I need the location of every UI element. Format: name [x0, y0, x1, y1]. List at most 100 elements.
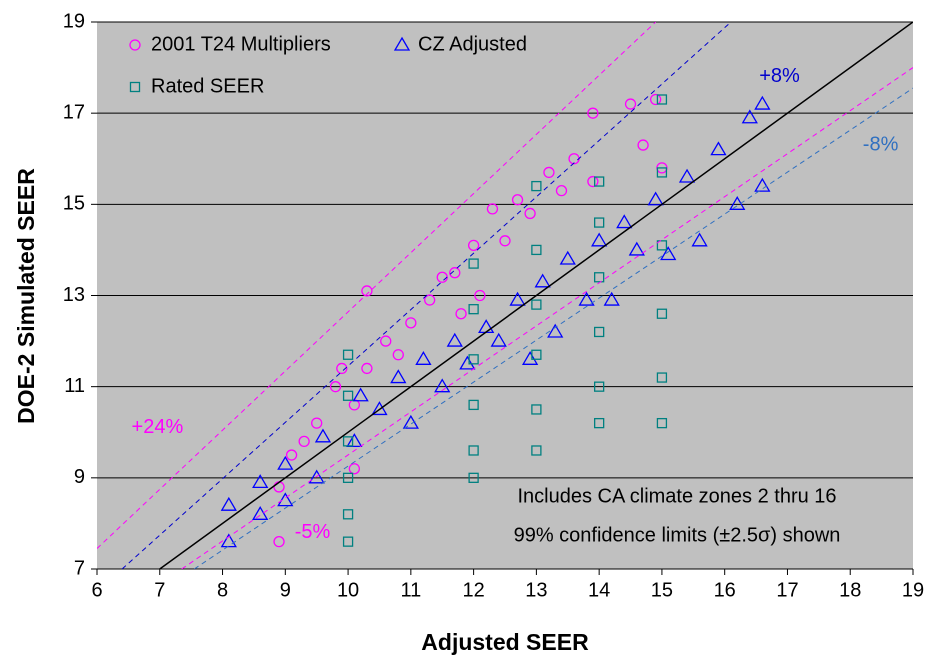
point [603, 291, 620, 306]
point [628, 241, 645, 256]
point [342, 472, 354, 483]
point [380, 335, 392, 347]
point [361, 362, 373, 375]
legend-marker [129, 81, 141, 93]
legend-marker [129, 39, 141, 51]
reference-line [181, 67, 913, 569]
point [467, 239, 480, 252]
y-axis-title: DOE-2 Simulated SEER [13, 168, 39, 424]
point [509, 291, 526, 306]
point [446, 332, 463, 347]
point [336, 362, 348, 375]
point [361, 285, 373, 297]
annotation: Includes CA climate zones 2 thru 16 [517, 485, 836, 507]
point [754, 177, 771, 192]
point [656, 308, 668, 319]
point [587, 175, 599, 188]
y-tick-label: 7 [74, 557, 85, 579]
point [656, 94, 668, 105]
point [252, 474, 269, 489]
line-label: -8% [863, 133, 899, 155]
x-tick-label: 17 [776, 579, 798, 601]
point [468, 399, 479, 411]
point [468, 304, 479, 315]
x-tick-label: 15 [651, 579, 673, 601]
point [578, 291, 595, 306]
x-axis-title: Adjusted SEER [421, 629, 589, 655]
x-tick-label: 16 [714, 579, 736, 601]
point [656, 240, 668, 251]
point [754, 95, 771, 110]
point [594, 217, 605, 228]
x-tick-label: 8 [217, 579, 228, 601]
point [392, 349, 404, 361]
point [531, 299, 542, 310]
reference-line [121, 22, 732, 569]
point [678, 168, 696, 183]
point [486, 203, 499, 215]
x-tick-label: 12 [462, 579, 484, 601]
point [329, 381, 342, 393]
point [314, 428, 332, 443]
y-tick-label: 13 [63, 284, 85, 306]
point [342, 349, 354, 360]
point [594, 326, 605, 338]
point [415, 351, 432, 365]
legend-marker [393, 36, 411, 51]
point [616, 214, 633, 229]
point [449, 267, 461, 279]
point [342, 509, 354, 520]
point [499, 235, 511, 247]
point [543, 166, 555, 179]
point [649, 93, 662, 106]
point [346, 433, 363, 448]
x-tick-label: 11 [400, 579, 421, 601]
reference-line [97, 22, 656, 549]
point [594, 176, 605, 187]
x-tick-label: 10 [337, 579, 359, 601]
point [710, 141, 727, 156]
legend-label: 2001 T24 Multipliers [151, 33, 331, 55]
line-label: +24% [132, 416, 184, 438]
annotation: 99% confidence limits (±2.5σ) shown [514, 524, 841, 546]
x-tick-label: 7 [154, 579, 165, 601]
point [311, 417, 323, 429]
point [434, 378, 451, 393]
point [656, 417, 668, 429]
x-tick-label: 19 [902, 579, 924, 601]
point [531, 404, 542, 415]
point [594, 272, 605, 283]
point [348, 463, 361, 475]
legend-label: CZ Adjusted [418, 33, 527, 55]
point [531, 445, 542, 456]
point [352, 387, 369, 402]
x-tick-label: 6 [91, 579, 102, 601]
point [308, 469, 325, 484]
point [559, 250, 576, 265]
point [459, 355, 476, 370]
point [624, 98, 637, 110]
y-tick-label: 15 [63, 193, 85, 215]
line-label: +8% [759, 65, 800, 87]
point [591, 232, 608, 247]
point [741, 109, 758, 124]
line-label: -5% [295, 521, 331, 543]
point [691, 232, 708, 247]
point [521, 351, 539, 365]
point [220, 533, 237, 548]
reference-line [194, 87, 913, 569]
point [455, 308, 467, 320]
point [531, 180, 542, 192]
point [285, 449, 298, 461]
point [656, 167, 668, 178]
x-tick-label: 13 [525, 579, 547, 601]
point [468, 445, 479, 456]
point [531, 349, 542, 360]
point [660, 246, 677, 261]
point [524, 207, 536, 220]
point [277, 455, 294, 470]
point [273, 536, 285, 548]
point [474, 289, 486, 302]
y-tick-label: 19 [63, 10, 85, 32]
